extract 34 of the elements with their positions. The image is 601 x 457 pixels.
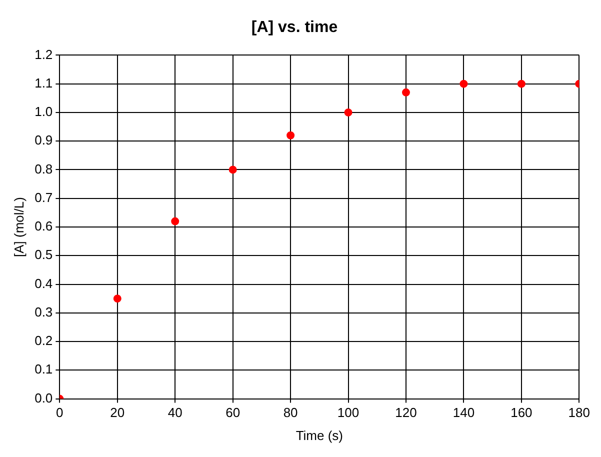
x-tick-label: 120: [395, 405, 417, 420]
x-tick-label: 140: [452, 405, 475, 420]
y-tick-label: 1.1: [34, 75, 53, 90]
x-axis-title: Time (s): [296, 428, 344, 443]
y-tick-label: 0.1: [34, 362, 53, 377]
y-tick-label: 1.2: [34, 46, 53, 62]
y-tick-label: 1.0: [34, 104, 53, 120]
y-tick-label: 0.8: [34, 161, 53, 176]
chart-title: [A] vs. time: [251, 19, 338, 36]
point: [402, 88, 410, 96]
x-tick-label: 20: [110, 405, 125, 420]
x-tick-label: 100: [337, 405, 360, 420]
x-tick-label: 180: [568, 405, 590, 420]
y-tick-label: 0.2: [34, 333, 53, 348]
point: [517, 80, 526, 88]
point: [460, 80, 468, 88]
y-tick-label: 0.0: [34, 390, 53, 406]
point: [113, 294, 122, 303]
y-tick-label: 0.3: [34, 304, 53, 320]
y-tick-label: 0.4: [34, 276, 53, 291]
x-tick-label: 0: [56, 405, 64, 420]
point: [344, 108, 352, 116]
x-tick-label: 60: [226, 405, 240, 420]
y-axis-title: [A] (mol/L): [11, 197, 26, 257]
y-tick-label: 0.5: [34, 247, 53, 262]
x-tick-label: 80: [283, 405, 298, 420]
y-tick-label: 0.6: [34, 218, 53, 234]
y-tick-label: 0.9: [34, 132, 53, 148]
point: [286, 131, 295, 140]
point: [171, 217, 180, 226]
y-tick-label: 0.7: [34, 190, 53, 205]
point: [228, 166, 237, 174]
x-tick-label: 160: [510, 405, 532, 420]
x-tick-label: 40: [168, 405, 182, 420]
